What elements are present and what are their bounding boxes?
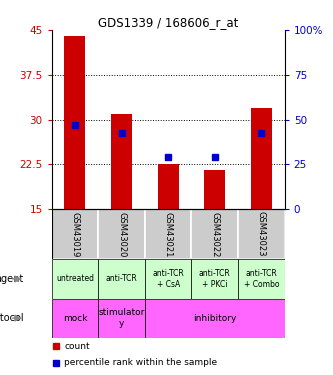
Text: GSM43021: GSM43021 bbox=[164, 211, 173, 257]
Bar bbox=[191, 209, 238, 260]
Bar bbox=[98, 209, 145, 260]
Text: agent: agent bbox=[0, 274, 24, 284]
Bar bbox=[251, 108, 272, 209]
Text: anti-TCR
+ CsA: anti-TCR + CsA bbox=[152, 269, 184, 289]
Text: protocol: protocol bbox=[0, 313, 24, 323]
Text: GSM43023: GSM43023 bbox=[257, 211, 266, 257]
Bar bbox=[145, 260, 191, 299]
Bar bbox=[64, 36, 85, 209]
Title: GDS1339 / 168606_r_at: GDS1339 / 168606_r_at bbox=[98, 16, 238, 29]
Bar bbox=[52, 298, 98, 338]
Text: count: count bbox=[65, 342, 90, 351]
Text: percentile rank within the sample: percentile rank within the sample bbox=[65, 358, 217, 368]
Bar bbox=[238, 260, 285, 299]
Text: GSM43022: GSM43022 bbox=[210, 211, 219, 257]
Text: GSM43019: GSM43019 bbox=[70, 211, 80, 257]
Bar bbox=[111, 114, 132, 209]
Bar bbox=[204, 170, 225, 209]
Bar bbox=[52, 260, 98, 299]
Text: mock: mock bbox=[63, 314, 87, 322]
Bar bbox=[98, 260, 145, 299]
Text: untreated: untreated bbox=[56, 274, 94, 284]
Bar bbox=[98, 298, 145, 338]
Bar bbox=[191, 260, 238, 299]
Bar bbox=[158, 164, 179, 209]
Text: inhibitory: inhibitory bbox=[193, 314, 236, 322]
Bar bbox=[238, 209, 285, 260]
Bar bbox=[145, 209, 191, 260]
Text: anti-TCR
+ PKCi: anti-TCR + PKCi bbox=[199, 269, 231, 289]
Text: GSM43020: GSM43020 bbox=[117, 211, 126, 257]
Text: anti-TCR
+ Combo: anti-TCR + Combo bbox=[244, 269, 279, 289]
Text: stimulator
y: stimulator y bbox=[98, 308, 145, 328]
Bar bbox=[52, 209, 98, 260]
Bar bbox=[145, 298, 285, 338]
Text: anti-TCR: anti-TCR bbox=[106, 274, 138, 284]
